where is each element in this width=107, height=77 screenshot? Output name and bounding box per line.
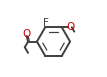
Text: O: O	[66, 22, 74, 32]
Text: O: O	[22, 29, 31, 39]
Text: F: F	[43, 18, 49, 28]
